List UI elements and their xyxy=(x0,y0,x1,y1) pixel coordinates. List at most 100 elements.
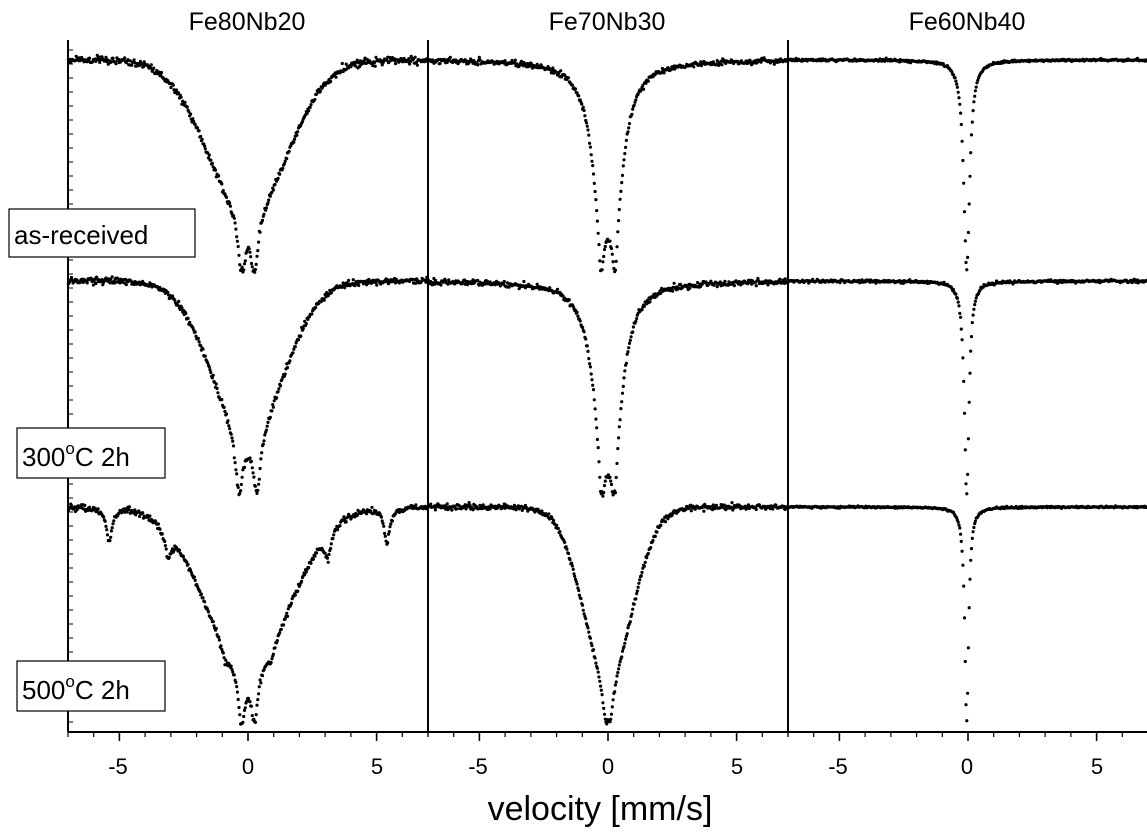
data-point xyxy=(336,528,340,532)
data-point xyxy=(287,149,291,153)
data-point xyxy=(732,284,737,288)
data-point xyxy=(363,56,367,60)
data-point xyxy=(627,346,631,350)
data-point xyxy=(275,639,279,643)
data-point xyxy=(620,181,624,185)
data-point xyxy=(642,564,647,568)
data-point xyxy=(480,507,484,511)
data-point xyxy=(296,338,301,342)
data-point xyxy=(628,338,632,342)
data-point xyxy=(314,305,318,310)
data-point xyxy=(185,105,189,109)
data-point xyxy=(268,415,272,419)
data-point xyxy=(259,457,263,461)
data-point xyxy=(957,523,961,527)
data-point xyxy=(382,524,386,528)
data-point xyxy=(270,409,274,413)
data-point xyxy=(438,61,442,65)
plot-frame xyxy=(67,40,1147,733)
data-point xyxy=(263,433,267,437)
data-point xyxy=(566,76,571,80)
data-point xyxy=(655,530,659,534)
data-point xyxy=(383,534,387,538)
data-point xyxy=(778,277,782,281)
data-point xyxy=(201,596,205,600)
data-point xyxy=(255,703,259,707)
data-point xyxy=(183,100,187,104)
data-point xyxy=(570,83,575,87)
data-point xyxy=(249,459,254,463)
data-point xyxy=(180,306,184,310)
data-point xyxy=(766,283,770,287)
data-point xyxy=(242,465,247,469)
x-tick-label: -5 xyxy=(108,754,128,779)
x-tick-label: 5 xyxy=(371,754,383,779)
data-point xyxy=(224,658,228,662)
data-point xyxy=(221,189,225,193)
data-point xyxy=(256,488,260,492)
data-point xyxy=(283,372,287,376)
data-point xyxy=(715,285,719,289)
data-point xyxy=(722,503,726,507)
data-point xyxy=(973,94,977,98)
data-point xyxy=(969,133,974,137)
data-point xyxy=(389,522,393,526)
data-point xyxy=(247,247,251,251)
data-point xyxy=(700,282,704,286)
data-point xyxy=(597,675,601,679)
data-point xyxy=(197,340,201,344)
data-point xyxy=(210,376,214,380)
data-point xyxy=(285,366,290,370)
data-point xyxy=(279,627,283,631)
data-point xyxy=(714,503,719,507)
data-point xyxy=(635,317,639,321)
data-point xyxy=(169,552,173,556)
data-point xyxy=(645,298,650,302)
data-point xyxy=(155,69,159,73)
data-point xyxy=(329,291,333,295)
data-point xyxy=(598,475,602,479)
data-point xyxy=(283,159,287,163)
data-point xyxy=(621,164,625,168)
data-point xyxy=(467,501,471,505)
data-point xyxy=(230,436,234,440)
data-point xyxy=(354,64,358,68)
data-point xyxy=(617,219,621,223)
data-point xyxy=(253,484,257,488)
data-point xyxy=(677,286,681,290)
data-point xyxy=(148,514,152,518)
data-point xyxy=(584,121,589,125)
data-point xyxy=(132,58,136,62)
data-point xyxy=(232,216,236,220)
data-point xyxy=(974,85,978,89)
data-point xyxy=(329,542,333,546)
data-point xyxy=(406,60,410,64)
data-point xyxy=(964,703,968,707)
data-point xyxy=(211,373,215,377)
data-point xyxy=(617,667,621,671)
data-point xyxy=(414,281,418,285)
data-point xyxy=(230,667,234,672)
data-point xyxy=(262,212,266,216)
data-point xyxy=(957,304,961,308)
data-point xyxy=(207,365,211,369)
data-point xyxy=(653,534,657,539)
data-point xyxy=(586,128,590,132)
data-point xyxy=(613,491,618,495)
data-point xyxy=(220,398,224,402)
data-point xyxy=(264,428,268,432)
data-point xyxy=(587,357,591,361)
data-point xyxy=(209,370,213,375)
data-point xyxy=(254,713,258,717)
data-point xyxy=(692,65,696,69)
data-point xyxy=(130,63,134,67)
data-point xyxy=(960,139,964,143)
data-point xyxy=(959,327,963,331)
data-point xyxy=(476,278,480,282)
data-point xyxy=(235,472,239,476)
data-point xyxy=(285,611,289,615)
data-point xyxy=(624,138,629,142)
x-tick-label: -5 xyxy=(468,754,488,779)
data-point xyxy=(558,530,562,534)
data-point xyxy=(388,525,392,529)
